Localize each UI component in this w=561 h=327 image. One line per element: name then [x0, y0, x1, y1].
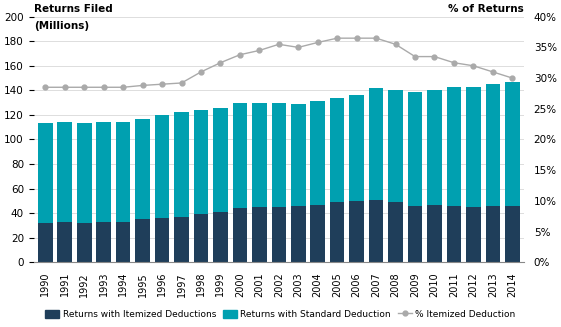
Bar — [213, 108, 228, 212]
Text: Returns Filed: Returns Filed — [34, 4, 112, 14]
Bar — [310, 101, 325, 204]
Bar — [486, 84, 500, 206]
Bar — [155, 115, 169, 218]
Bar — [272, 207, 286, 262]
Bar — [213, 212, 228, 262]
Bar — [486, 206, 500, 262]
Text: (Millions): (Millions) — [34, 21, 89, 31]
Bar — [369, 199, 383, 262]
Bar — [57, 122, 72, 222]
Bar — [330, 202, 344, 262]
Bar — [310, 204, 325, 262]
Bar — [252, 103, 266, 207]
Bar — [369, 88, 383, 199]
Bar — [135, 219, 150, 262]
Bar — [194, 214, 208, 262]
Bar — [408, 92, 422, 206]
Bar — [77, 223, 91, 262]
Bar — [466, 87, 481, 207]
Bar — [350, 95, 364, 201]
Bar — [408, 206, 422, 262]
Bar — [447, 87, 461, 206]
Bar — [116, 222, 131, 262]
Bar — [135, 119, 150, 219]
Bar — [194, 110, 208, 214]
Bar — [96, 122, 111, 222]
Bar — [505, 206, 519, 262]
Bar — [174, 112, 189, 217]
Bar — [388, 90, 403, 202]
Bar — [427, 90, 442, 204]
Legend: Returns with Itemized Deductions, Returns with Standard Deduction, % Itemized De: Returns with Itemized Deductions, Return… — [42, 306, 519, 322]
Bar — [174, 217, 189, 262]
Bar — [96, 222, 111, 262]
Bar — [155, 218, 169, 262]
Bar — [38, 124, 53, 223]
Bar — [77, 124, 91, 223]
Bar — [57, 222, 72, 262]
Bar — [272, 103, 286, 207]
Bar — [388, 202, 403, 262]
Bar — [38, 223, 53, 262]
Bar — [291, 206, 306, 262]
Bar — [505, 82, 519, 206]
Bar — [233, 208, 247, 262]
Bar — [233, 103, 247, 208]
Bar — [427, 204, 442, 262]
Bar — [350, 201, 364, 262]
Bar — [466, 207, 481, 262]
Bar — [252, 207, 266, 262]
Bar — [116, 122, 131, 222]
Bar — [291, 104, 306, 206]
Bar — [330, 98, 344, 202]
Text: % of Returns: % of Returns — [448, 4, 524, 14]
Bar — [447, 206, 461, 262]
